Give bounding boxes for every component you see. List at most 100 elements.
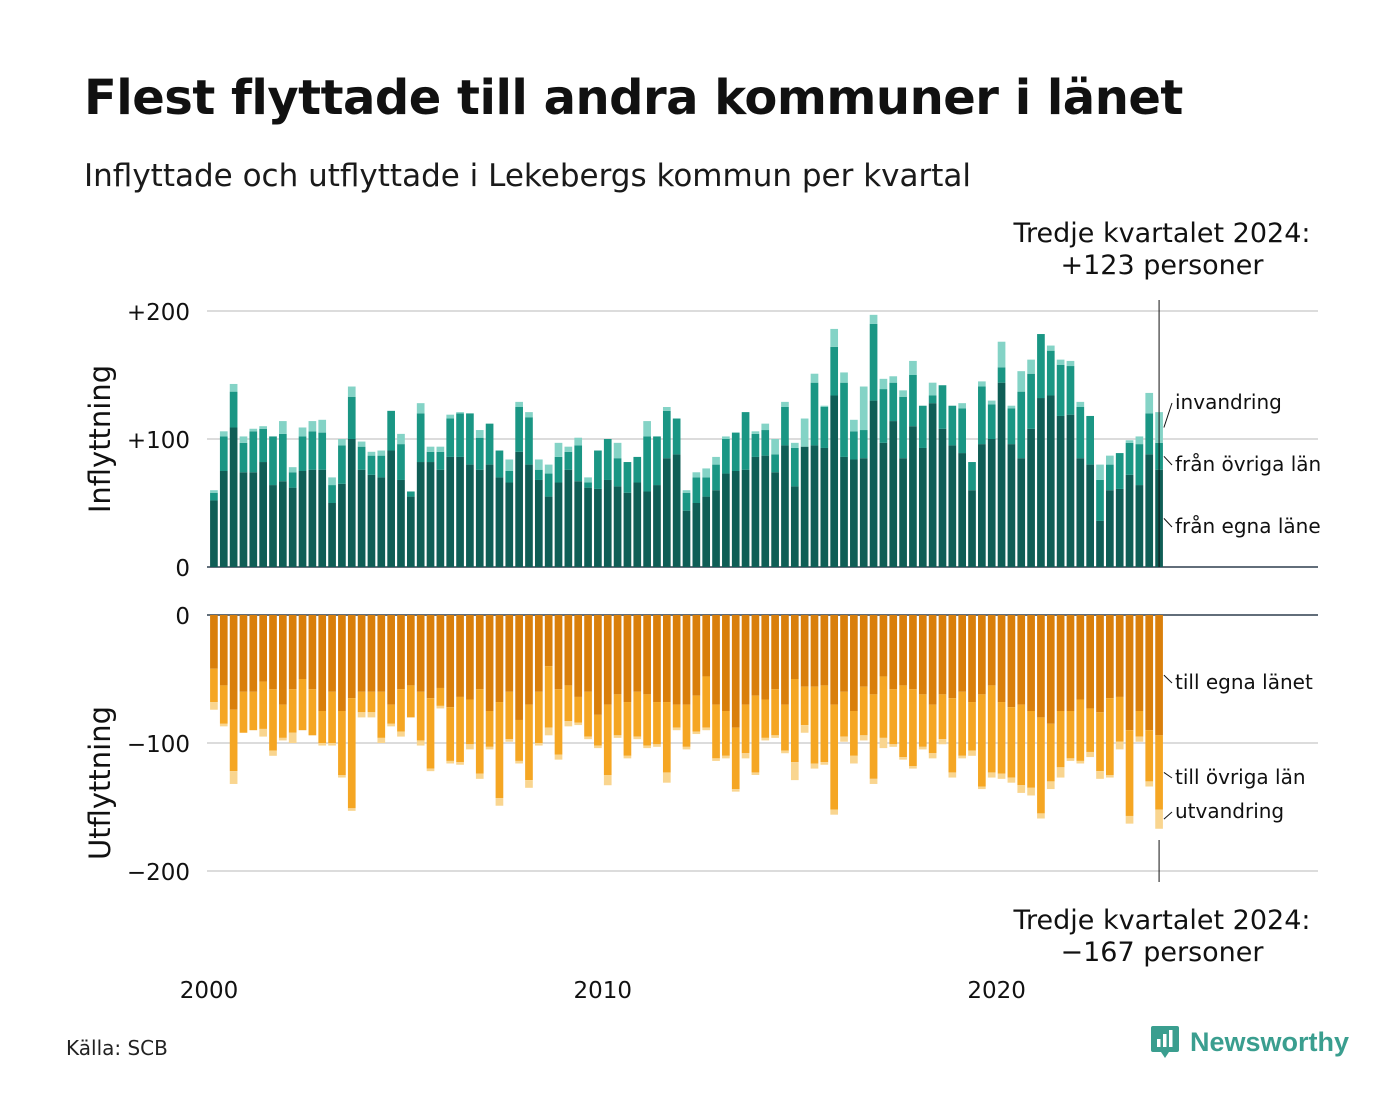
bar-segment	[1086, 751, 1094, 758]
bar-segment	[475, 773, 484, 779]
bar-segment	[505, 459, 514, 471]
bar-segment	[338, 775, 346, 778]
bar-segment	[712, 456, 720, 465]
series-label: från övriga län	[1175, 452, 1321, 476]
bar-segment	[475, 689, 484, 774]
bar-segment	[397, 444, 405, 480]
bar-segment	[436, 446, 445, 452]
bar-segment	[968, 615, 976, 703]
bar-segment	[525, 417, 533, 465]
bar-segment	[1155, 735, 1163, 810]
bar-segment	[810, 382, 819, 446]
bar-segment	[702, 477, 711, 497]
bar-segment	[899, 390, 907, 397]
bar-segment	[731, 615, 740, 728]
bar-segment	[210, 492, 218, 501]
bar-segment	[347, 615, 356, 699]
bar-segment	[466, 413, 474, 465]
bar-segment	[594, 450, 602, 489]
bar-segment	[790, 762, 799, 781]
bar-segment	[436, 687, 445, 706]
bar-segment	[948, 698, 957, 773]
bar-segment	[1007, 615, 1016, 708]
bar-segment	[859, 430, 868, 459]
bar-segment	[682, 704, 691, 747]
bar-segment	[889, 744, 898, 747]
bar-segment	[879, 615, 888, 677]
bar-segment	[1086, 615, 1094, 709]
migration-chart: 0 +100 +200 Inflyttning från egna läne från ö…	[83, 218, 1321, 1004]
bar-segment	[633, 482, 642, 567]
bar-segment	[594, 714, 602, 746]
x-tick-label: 2010	[574, 978, 633, 1004]
bar-segment	[1096, 615, 1104, 713]
bar-segment	[781, 407, 789, 446]
bar-segment	[279, 737, 287, 741]
bar-segment	[1135, 711, 1144, 737]
bar-segment	[446, 760, 455, 764]
bar-segment	[790, 486, 799, 567]
bar-segment	[387, 615, 395, 705]
bar-segment	[1115, 741, 1124, 750]
bar-segment	[958, 755, 967, 759]
bar-segment	[436, 469, 445, 567]
bar-segment	[840, 615, 848, 692]
bar-segment	[800, 446, 809, 567]
bar-segment	[269, 615, 277, 690]
bar-segment	[722, 439, 730, 474]
bar-segment	[603, 704, 612, 775]
bar-segment	[899, 458, 907, 567]
source-note: Källa: SCB	[66, 1036, 168, 1060]
bar-segment	[564, 451, 573, 470]
bar-segment	[219, 685, 228, 724]
bar-segment	[840, 456, 848, 567]
bar-segment	[810, 615, 819, 687]
bar-segment	[347, 396, 356, 439]
bar-segment	[387, 450, 395, 567]
bar-segment	[584, 691, 592, 737]
bar-segment	[406, 491, 415, 497]
bar-segment	[554, 754, 563, 760]
bar-segment	[466, 615, 474, 700]
bar-segment	[1086, 415, 1094, 465]
bar-segment	[505, 471, 514, 483]
bar-segment	[987, 615, 996, 686]
bar-segment	[623, 462, 632, 493]
bar-segment	[771, 735, 779, 738]
bar-segment	[308, 615, 317, 690]
series-label: utvandring	[1175, 799, 1284, 823]
bar-segment	[554, 689, 563, 755]
bar-segment	[712, 464, 720, 491]
bar-segment	[1037, 334, 1045, 399]
bar-segment	[229, 709, 238, 772]
bar-segment	[387, 723, 395, 727]
bar-segment	[475, 615, 484, 690]
bar-segment	[830, 704, 839, 810]
bar-segment	[987, 404, 996, 439]
bar-segment	[850, 431, 858, 460]
bar-segment	[298, 615, 307, 679]
bar-segment	[1125, 442, 1134, 475]
bar-segment	[288, 472, 297, 488]
bar-segment	[613, 458, 622, 487]
bar-segment	[869, 694, 878, 779]
bar-segment	[653, 744, 661, 747]
bar-segment	[466, 744, 474, 750]
bar-segment	[859, 735, 868, 741]
bar-segment	[781, 401, 789, 407]
bar-segment	[1125, 474, 1134, 567]
bar-segment	[279, 421, 287, 434]
bar-segment	[741, 412, 750, 470]
bar-segment	[485, 711, 494, 747]
bar-segment	[938, 615, 947, 695]
bar-segment	[781, 750, 789, 754]
bar-segment	[515, 407, 523, 452]
bar-segment	[603, 439, 612, 480]
bar-segment	[899, 615, 907, 686]
bar-segment	[436, 451, 445, 470]
bar-segment	[475, 430, 484, 438]
bar-segment	[1106, 490, 1114, 567]
bar-segment	[485, 615, 494, 711]
bar-segment	[918, 615, 927, 695]
bar-segment	[338, 439, 346, 446]
